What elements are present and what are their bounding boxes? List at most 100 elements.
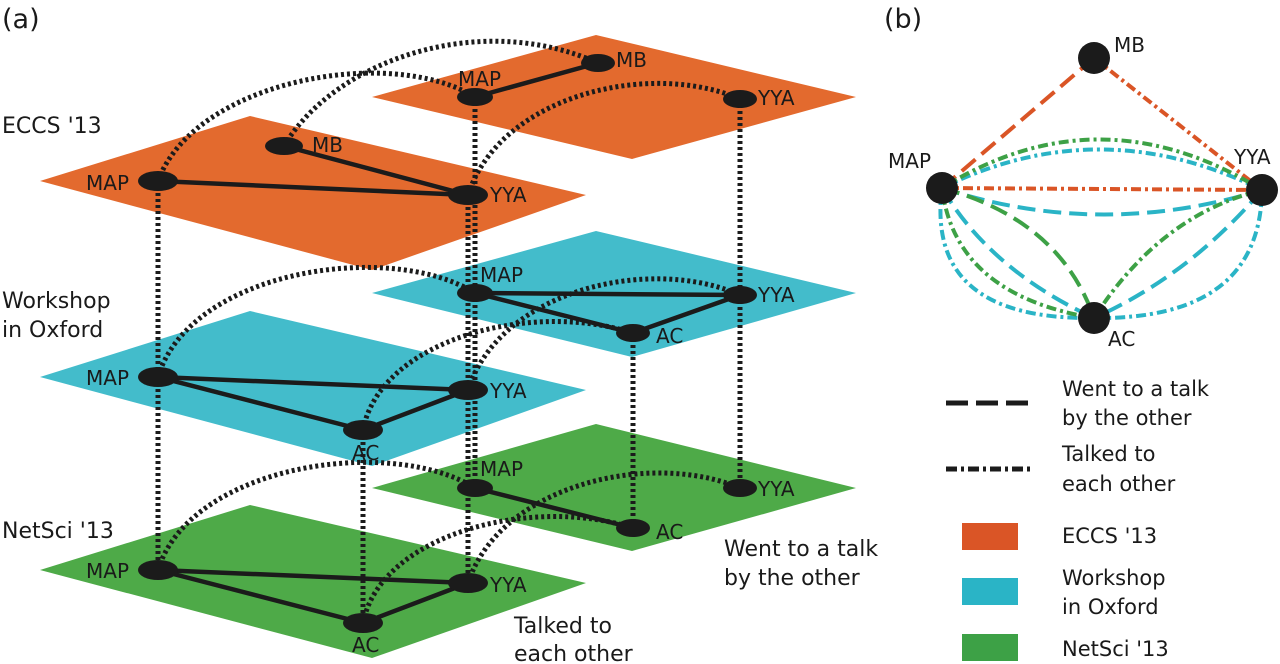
edge-oxford-back-map-yya (474, 290, 741, 298)
node-oxford-front-map (138, 367, 178, 387)
node-oxford-back-map (457, 284, 493, 302)
layer-nodes (138, 54, 757, 633)
node-eccs-front-mb (265, 137, 303, 155)
agg-edge-eccs-map-yya (941, 186, 1263, 192)
legend-talked-line2: each other (1062, 472, 1176, 496)
agg-edge-oxford-map-yya-talk (941, 186, 1263, 217)
agg-edge-netsci-map-ac-talk (941, 186, 1096, 319)
agg-edge-netsci-map-yya-talked (940, 137, 1264, 192)
agg-node-map (926, 172, 958, 204)
label-oxford-front-yya: YYA (489, 379, 527, 403)
legend-swatch-oxford (962, 578, 1018, 605)
label-eccs-back-map: MAP (458, 67, 501, 91)
agg-edge-oxford-yya-ac-talk (1093, 188, 1264, 320)
agg-edge-eccs-mb-map (940, 56, 1096, 190)
label-netsci-back-yya: YYA (757, 477, 795, 501)
aggregate-edges (938, 56, 1264, 321)
label-netsci-front-map: MAP (86, 559, 129, 583)
node-eccs-front-yya (448, 185, 488, 205)
edge-netsci-front-map-ac (157, 567, 364, 626)
label-oxford-back-map: MAP (480, 263, 523, 287)
agg-node-mb (1078, 42, 1110, 74)
legend-swatch-netsci (962, 634, 1018, 661)
label-eccs-back-yya: YYA (757, 86, 795, 110)
agg-edge-oxford-map-yya-talked (941, 147, 1263, 192)
arc-eccs-map (155, 70, 477, 182)
legend-went-line1: Went to a talk (1062, 377, 1210, 401)
agg-node-ac (1078, 302, 1110, 334)
node-eccs-back-map (457, 88, 493, 106)
legend-oxford-line1: Workshop (1062, 566, 1166, 590)
node-eccs-back-yya (723, 90, 757, 108)
agg-edge-oxford-yya-ac-talked (1093, 189, 1264, 321)
agg-label-ac: AC (1108, 327, 1135, 351)
edge-eccs-back-map-mb (474, 60, 599, 100)
label-oxford-back-yya: YYA (757, 283, 795, 307)
edge-oxford-front-yya-ac (362, 387, 469, 433)
plane-eccs-front (40, 116, 586, 270)
arc-oxford-yya (465, 276, 742, 391)
arc-netsci-yya (465, 470, 741, 584)
panel-b-label: (b) (884, 4, 922, 35)
plane-netsci-back (372, 424, 856, 551)
node-eccs-back-mb (581, 54, 615, 72)
node-netsci-back-ac (616, 519, 650, 537)
label-eccs-front-yya: YYA (489, 183, 527, 207)
edge-oxford-front-map-ac (157, 374, 364, 433)
label-eccs-front-mb: MB (312, 133, 343, 157)
node-netsci-front-ac (343, 613, 383, 633)
edge-oxford-front-map-yya (157, 374, 469, 393)
intralayer-edges (157, 60, 741, 626)
note-went-line2: by the other (724, 566, 861, 591)
agg-edge-netsci-yya-ac-talked (1092, 188, 1263, 320)
label-eccs-front-map: MAP (86, 171, 129, 195)
panel-a-label: (a) (2, 4, 40, 35)
plane-oxford-front (40, 311, 586, 466)
agg-edge-netsci-map-ac-talked (940, 187, 1095, 320)
agg-node-yya (1246, 174, 1278, 206)
layer-label-oxford-line1: Workshop (2, 289, 111, 314)
legend-went-line2: by the other (1062, 406, 1192, 430)
edge-oxford-back-map-ac (474, 290, 634, 336)
node-oxford-front-yya (448, 380, 488, 400)
layer-label-netsci: NetSci '13 (2, 519, 114, 544)
node-eccs-front-map (138, 171, 178, 191)
label-oxford-front-ac: AC (352, 441, 379, 465)
interlayer-vertical-links (155, 97, 743, 623)
plane-netsci-front (40, 505, 586, 658)
agg-label-mb: MB (1114, 33, 1145, 57)
edge-eccs-front-mb-yya (283, 143, 469, 198)
note-talked-line2: each other (514, 642, 634, 664)
agg-edge-oxford-map-ac-talked (938, 187, 1095, 321)
agg-edge-eccs-mb-yya (1092, 56, 1264, 192)
edge-oxford-back-yya-ac (632, 292, 741, 336)
label-netsci-front-ac: AC (352, 633, 379, 657)
agg-label-yya: YYA (1233, 145, 1271, 169)
node-oxford-back-yya (723, 286, 757, 304)
node-netsci-back-yya (723, 479, 757, 497)
legend-oxford-line2: in Oxford (1062, 595, 1159, 619)
plane-eccs-back (372, 35, 856, 159)
note-talked-line1: Talked to (513, 614, 612, 639)
node-netsci-back-map (457, 479, 493, 497)
legend: Went to a talk by the other Talked to ea… (946, 377, 1210, 661)
label-eccs-back-mb: MB (616, 48, 647, 72)
arc-eccs-yya (465, 80, 741, 196)
aggregate-nodes (926, 42, 1278, 334)
layer-label-oxford-line2: in Oxford (2, 318, 103, 343)
node-oxford-back-ac (616, 324, 650, 342)
label-oxford-front-map: MAP (86, 366, 129, 390)
arc-eccs-mb (281, 38, 600, 148)
label-netsci-front-yya: YYA (489, 573, 527, 597)
legend-eccs: ECCS '13 (1062, 524, 1157, 548)
legend-netsci: NetSci '13 (1062, 637, 1169, 661)
node-netsci-front-yya (448, 573, 488, 593)
legend-swatch-eccs (962, 523, 1018, 550)
node-oxford-front-ac (343, 420, 383, 440)
note-went-line1: Went to a talk (724, 537, 878, 562)
agg-label-map: MAP (888, 149, 931, 173)
arc-netsci-map (155, 459, 477, 571)
arc-oxford-map (155, 264, 477, 378)
edge-eccs-front-map-yya (157, 178, 469, 198)
